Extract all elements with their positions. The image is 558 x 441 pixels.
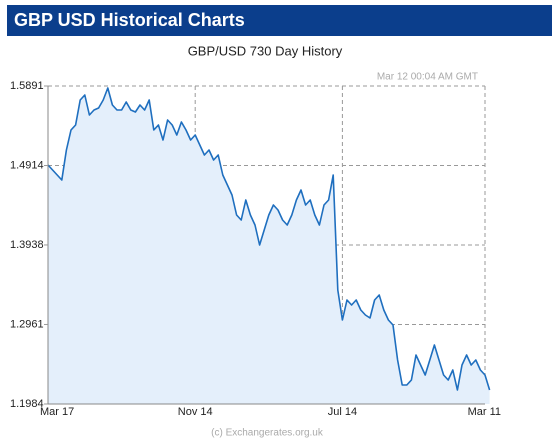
y-tick-label: 1.5891 (10, 80, 44, 92)
chart-subtitle: Mar 12 00:04 AM GMT (377, 72, 478, 83)
x-tick-label: Jul 14 (328, 406, 357, 418)
y-tick-label: 1.4914 (10, 159, 44, 171)
y-tick-label: 1.2961 (10, 318, 44, 330)
price-line (47, 87, 491, 391)
page-title: GBP USD Historical Charts (14, 10, 245, 30)
header-bar (7, 5, 552, 36)
x-tick-label: Mar 11 (468, 406, 501, 418)
y-tick-label: 1.3938 (10, 239, 44, 251)
chart-title: GBP/USD 730 Day History (188, 43, 343, 58)
footer: (c) Exchangerates.org.uk (211, 428, 324, 439)
x-tick-label: Mar 17 (40, 406, 74, 418)
y-tick-label: 1.1984 (10, 398, 44, 410)
x-tick-label: Nov 14 (178, 406, 213, 418)
area-fill (48, 88, 490, 404)
